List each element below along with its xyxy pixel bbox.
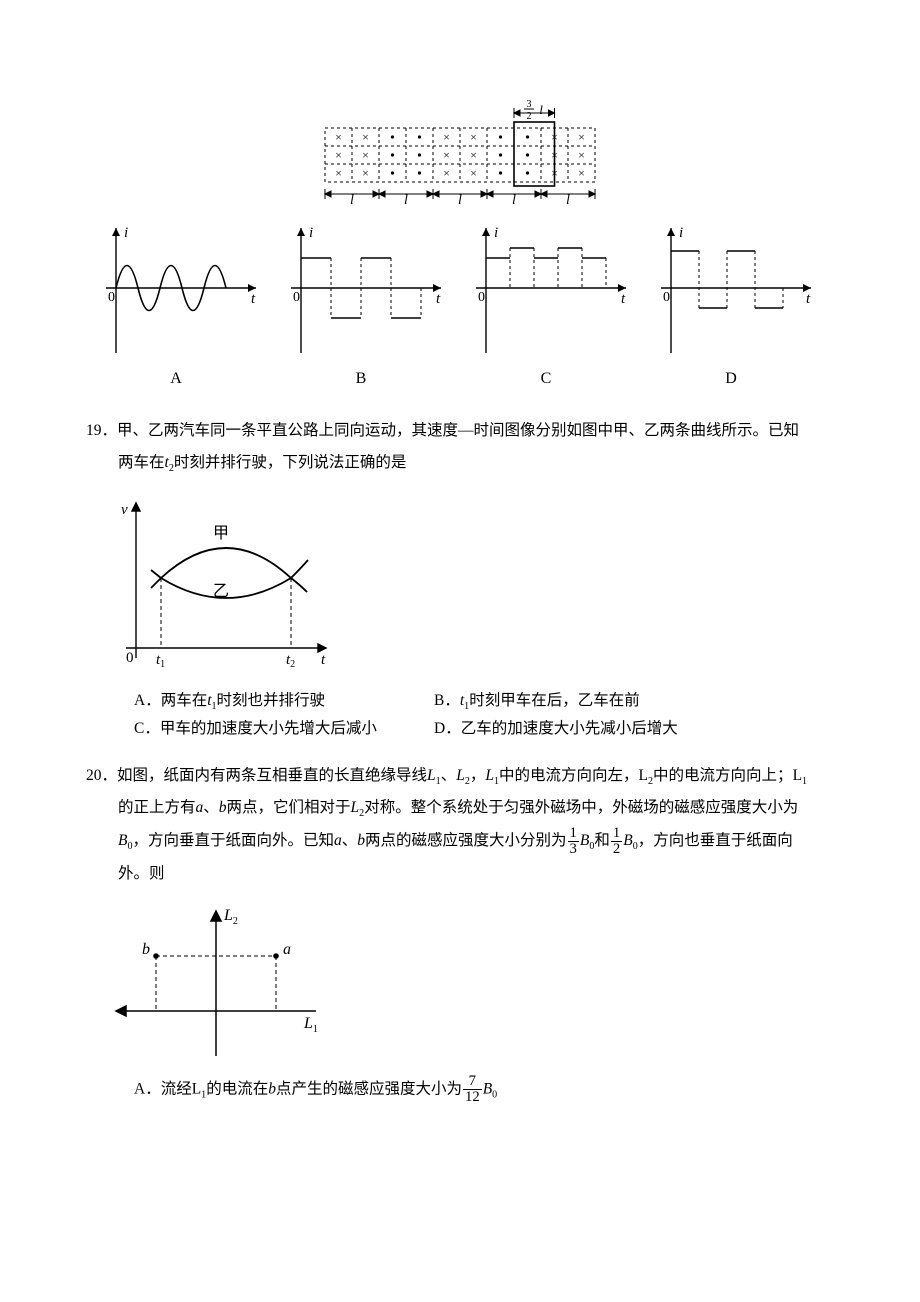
svg-text:甲: 甲 (213, 525, 229, 542)
figure-fieldstrip: × × × × × × × × × × × × × × × × × × (86, 100, 834, 211)
svg-text:t1: t1 (156, 652, 165, 670)
graph-label-C: C (541, 370, 552, 387)
svg-text:l: l (566, 193, 570, 206)
svg-text:×: × (443, 130, 450, 144)
figure-it-graphs: 0 t i A (86, 223, 834, 393)
q19: 19．甲、乙两汽车同一条平直公路上同向运动，其速度—时间图像分别如图中甲、乙两条… (86, 415, 834, 480)
svg-text:v: v (121, 502, 128, 518)
svg-text:×: × (362, 148, 369, 162)
q19-optC: C．甲车的加速度大小先增大后减小 (134, 716, 434, 738)
q20-t3d: ，方向也垂直于纸面向 (638, 832, 793, 849)
svg-text:×: × (470, 130, 477, 144)
graph-label-A: A (170, 370, 182, 387)
svg-text:×: × (578, 130, 585, 144)
svg-text:L1: L1 (303, 1015, 318, 1035)
q20-t2c: 对称。整个系统处于匀强外磁场中，外磁场的磁感应强度大小为 (364, 799, 798, 816)
q20-t1c: 中的电流方向向上； (653, 767, 793, 784)
svg-text:×: × (578, 166, 585, 180)
q20-graph: a b L2 L1 (86, 896, 834, 1066)
graph-label-D: D (725, 370, 737, 387)
q19-origin: 0 (126, 650, 134, 666)
svg-text:乙: 乙 (213, 583, 229, 600)
svg-text:×: × (335, 130, 342, 144)
svg-text:l: l (539, 102, 543, 117)
svg-text:×: × (335, 166, 342, 180)
it-graphs-svg: 0 t i A (86, 223, 826, 393)
q20-number: 20． (86, 767, 117, 784)
q20-t1b: 中的电流方向向左， (499, 767, 639, 784)
svg-text:×: × (362, 166, 369, 180)
q20-graph-svg: a b L2 L1 (86, 896, 346, 1066)
q19-optA: A．两车在t1时刻也并排行驶 (134, 688, 434, 712)
q19-options: A．两车在t1时刻也并排行驶 B．t1时刻甲车在后，乙车在前 C．甲车的加速度大… (86, 688, 834, 738)
q19-optB: B．t1时刻甲车在后，乙车在前 (434, 688, 834, 712)
q20-t2a: 的正上方有 (118, 799, 196, 816)
svg-text:b: b (142, 941, 150, 958)
q19-text2b: 时刻并排行驶，下列说法正确的是 (174, 454, 407, 471)
q20: 20．如图，纸面内有两条互相垂直的长直绝缘导线L1、L2，L1中的电流方向向左，… (86, 760, 834, 890)
q19-graph-svg: 0 t1 t2 t v 甲 乙 (86, 488, 346, 678)
q19-optD: D．乙车的加速度大小先减小后增大 (434, 716, 834, 738)
q19-number: 19． (86, 422, 117, 439)
q20-optA: A．流经L1的电流在b点产生的磁感应强度大小为712B0 (86, 1074, 834, 1106)
svg-text:×: × (362, 130, 369, 144)
q19-text1: 甲、乙两汽车同一条平直公路上同向运动，其速度—时间图像分别如图中甲、乙两条曲线所… (117, 422, 799, 439)
svg-text:×: × (470, 166, 477, 180)
fieldstrip-svg: × × × × × × × × × × × × × × × × × × (305, 100, 615, 206)
svg-text:a: a (283, 941, 291, 958)
q20-t4: 外。则 (86, 858, 834, 890)
svg-text:×: × (578, 148, 585, 162)
svg-text:l: l (458, 193, 462, 206)
svg-text:×: × (470, 148, 477, 162)
page: × × × × × × × × × × × × × × × × × × (0, 0, 920, 1302)
q19-text2: 两车在 (118, 454, 165, 471)
q20-t1a: 如图，纸面内有两条互相垂直的长直绝缘导线 (117, 767, 427, 784)
q19-graph: 0 t1 t2 t v 甲 乙 (86, 488, 834, 678)
graph-label-B: B (356, 370, 367, 387)
svg-text:×: × (551, 130, 558, 144)
svg-text:2: 2 (527, 111, 532, 122)
svg-text:t: t (321, 652, 326, 668)
q20-t3a: ，方向垂直于纸面向外。已知 (133, 832, 335, 849)
svg-text:×: × (551, 166, 558, 180)
svg-text:l: l (512, 193, 516, 206)
svg-text:l: l (350, 193, 354, 206)
svg-text:l: l (404, 193, 408, 206)
q20-t2b: 两点，它们相对于 (227, 799, 351, 816)
svg-text:×: × (443, 148, 450, 162)
svg-text:×: × (335, 148, 342, 162)
svg-text:t2: t2 (286, 652, 295, 670)
svg-text:L2: L2 (223, 907, 238, 927)
svg-text:×: × (551, 148, 558, 162)
svg-text:×: × (443, 166, 450, 180)
q20-t3b: 两点的磁感应强度大小分别为 (365, 832, 567, 849)
